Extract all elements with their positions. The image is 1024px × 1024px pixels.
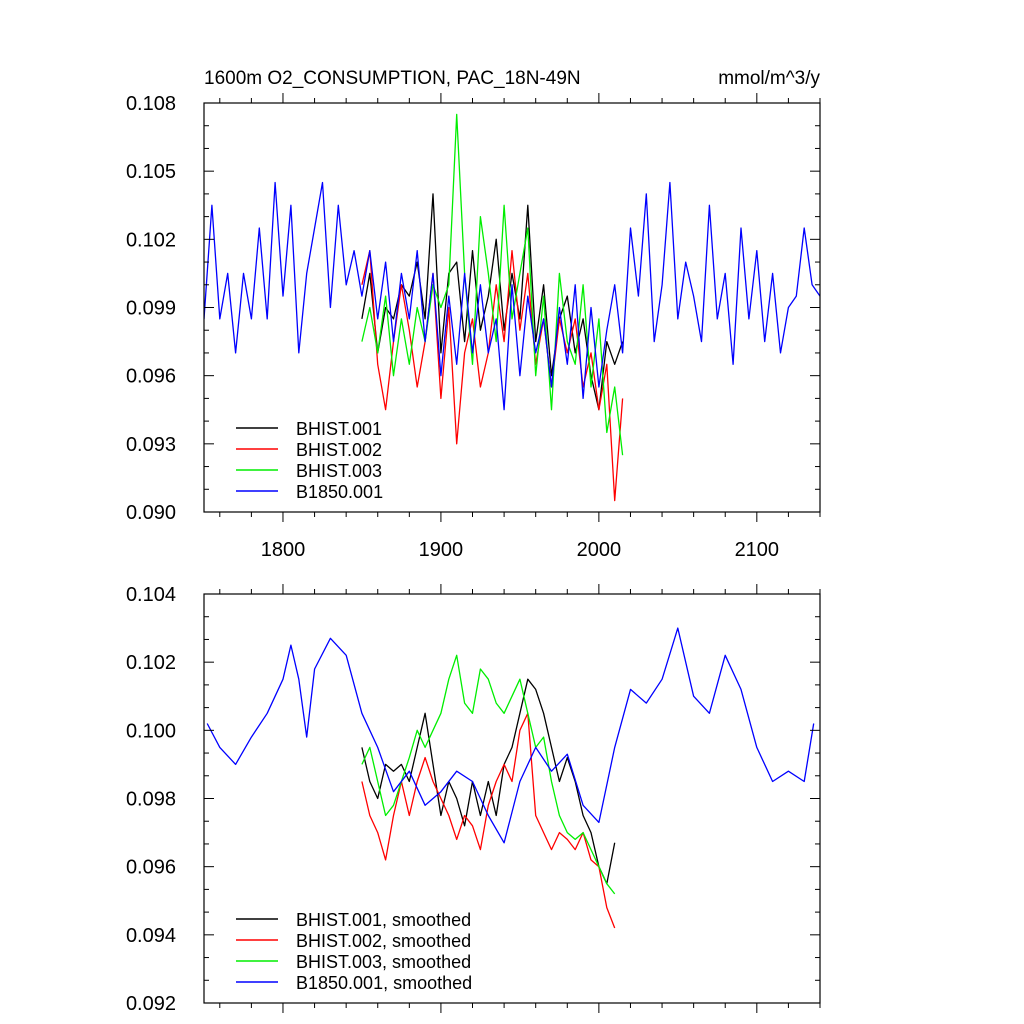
legend-label: BHIST.003 [296, 461, 382, 481]
legend-label: BHIST.002, smoothed [296, 931, 471, 951]
x-tick-label: 1800 [261, 539, 306, 561]
top-panel: 1600m O2_CONSUMPTION, PAC_18N-49N mmol/m… [126, 68, 821, 561]
y-tick-label: 0.104 [126, 584, 176, 606]
series-line-0 [361, 678, 616, 885]
y-tick-label: 0.093 [126, 434, 176, 456]
legend-label: BHIST.001 [296, 419, 382, 439]
chart-units: mmol/m^3/y [718, 68, 820, 89]
y-tick-label: 0.102 [126, 652, 176, 674]
legend-label: B1850.001, smoothed [296, 973, 472, 993]
y-tick-label: 0.108 [126, 93, 176, 115]
series-line-1 [361, 250, 624, 502]
y-tick-label: 0.096 [126, 366, 176, 388]
y-tick-label: 0.098 [126, 789, 176, 811]
y-tick-label: 0.100 [126, 720, 176, 742]
y-tick-label: 0.105 [126, 161, 176, 183]
legend-label: BHIST.003, smoothed [296, 952, 471, 972]
legend-label: BHIST.001, smoothed [296, 910, 471, 930]
x-tick-label: 1900 [419, 539, 464, 561]
y-tick-label: 0.096 [126, 857, 176, 879]
series-line-3 [204, 181, 820, 411]
y-tick-label: 0.099 [126, 298, 176, 320]
series-line-3 [206, 627, 815, 844]
chart-title: 1600m O2_CONSUMPTION, PAC_18N-49N [204, 68, 581, 89]
x-tick-label: 2000 [577, 539, 622, 561]
legend-label: BHIST.002 [296, 440, 382, 460]
series-line-1 [361, 712, 616, 929]
series-line-2 [361, 113, 624, 456]
y-tick-label: 0.102 [126, 229, 176, 251]
legend-label: B1850.001 [296, 482, 383, 502]
bottom-panel: 0.092 0.094 0.096 0.098 0.100 0.102 0.104 BHIST… [126, 584, 821, 1015]
series-line-2 [361, 654, 616, 895]
x-tick-label: 2100 [735, 539, 780, 561]
series-line-0 [361, 193, 624, 411]
y-tick-label: 0.090 [126, 502, 176, 524]
y-tick-label: 0.092 [126, 993, 176, 1015]
y-tick-label: 0.094 [126, 925, 176, 947]
